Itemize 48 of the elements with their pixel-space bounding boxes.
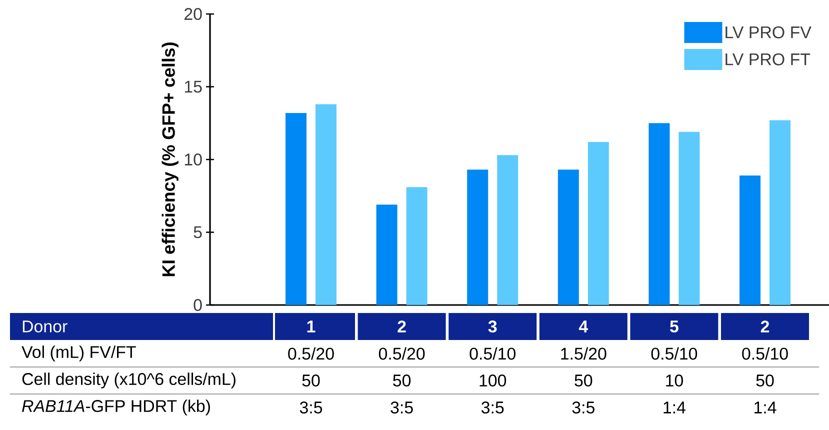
text: 0.5/10 xyxy=(742,347,788,360)
text: Donor xyxy=(22,320,68,332)
text: 100 xyxy=(480,374,506,386)
text: 3:5 xyxy=(300,402,322,414)
y-tick-label: 5 xyxy=(194,226,202,238)
text: 3:5 xyxy=(572,402,594,414)
text: 1:4 xyxy=(664,402,686,414)
y-tick-label: 15 xyxy=(184,80,202,93)
y-axis-title: KI efficiency (% GFP+ cells) xyxy=(162,42,178,276)
bar xyxy=(770,120,791,305)
text: 0.5/10 xyxy=(470,347,516,360)
text: 0.5/20 xyxy=(288,347,334,360)
x-tick-label: 1 xyxy=(307,320,316,332)
bar xyxy=(406,187,428,305)
bar xyxy=(588,142,609,305)
bar xyxy=(286,112,307,305)
x-tick-label: 4 xyxy=(578,320,588,332)
text: Vol (mL) FV/FT xyxy=(22,346,136,362)
bar xyxy=(467,170,488,305)
y-tick-label: 10 xyxy=(184,154,202,166)
x-tick-label: 2 xyxy=(398,320,406,332)
bar xyxy=(497,155,518,305)
x-tick-label: 3 xyxy=(488,320,497,333)
y-tick-label: 20 xyxy=(184,8,202,20)
text: 50 xyxy=(302,374,320,386)
y-tick-label: 0 xyxy=(194,299,202,311)
legend-label: LV PRO FV xyxy=(726,26,812,38)
text: 3:5 xyxy=(481,402,504,414)
text: Cell density (x10^6 cells/mL) xyxy=(22,372,236,388)
text: 0.5/20 xyxy=(378,347,425,360)
text: 50 xyxy=(756,374,774,386)
text: 50 xyxy=(574,374,592,386)
bar xyxy=(740,176,761,305)
text: 50 xyxy=(393,374,411,386)
bar xyxy=(316,104,337,305)
text: 10 xyxy=(666,374,683,386)
text: 0.5/10 xyxy=(651,347,698,360)
text: 1:4 xyxy=(754,402,776,414)
bar xyxy=(648,123,670,305)
x-tick-label: 5 xyxy=(670,320,678,332)
text: RAB11A-GFP HDRT (kb) xyxy=(22,400,210,416)
x-tick-label: 2 xyxy=(760,320,770,332)
bar xyxy=(376,204,398,305)
text: 3:5 xyxy=(390,402,413,414)
bar xyxy=(558,170,579,305)
bar xyxy=(678,132,700,305)
legend-label: LV PRO FT xyxy=(726,53,810,66)
text: 1.5/20 xyxy=(561,347,606,360)
